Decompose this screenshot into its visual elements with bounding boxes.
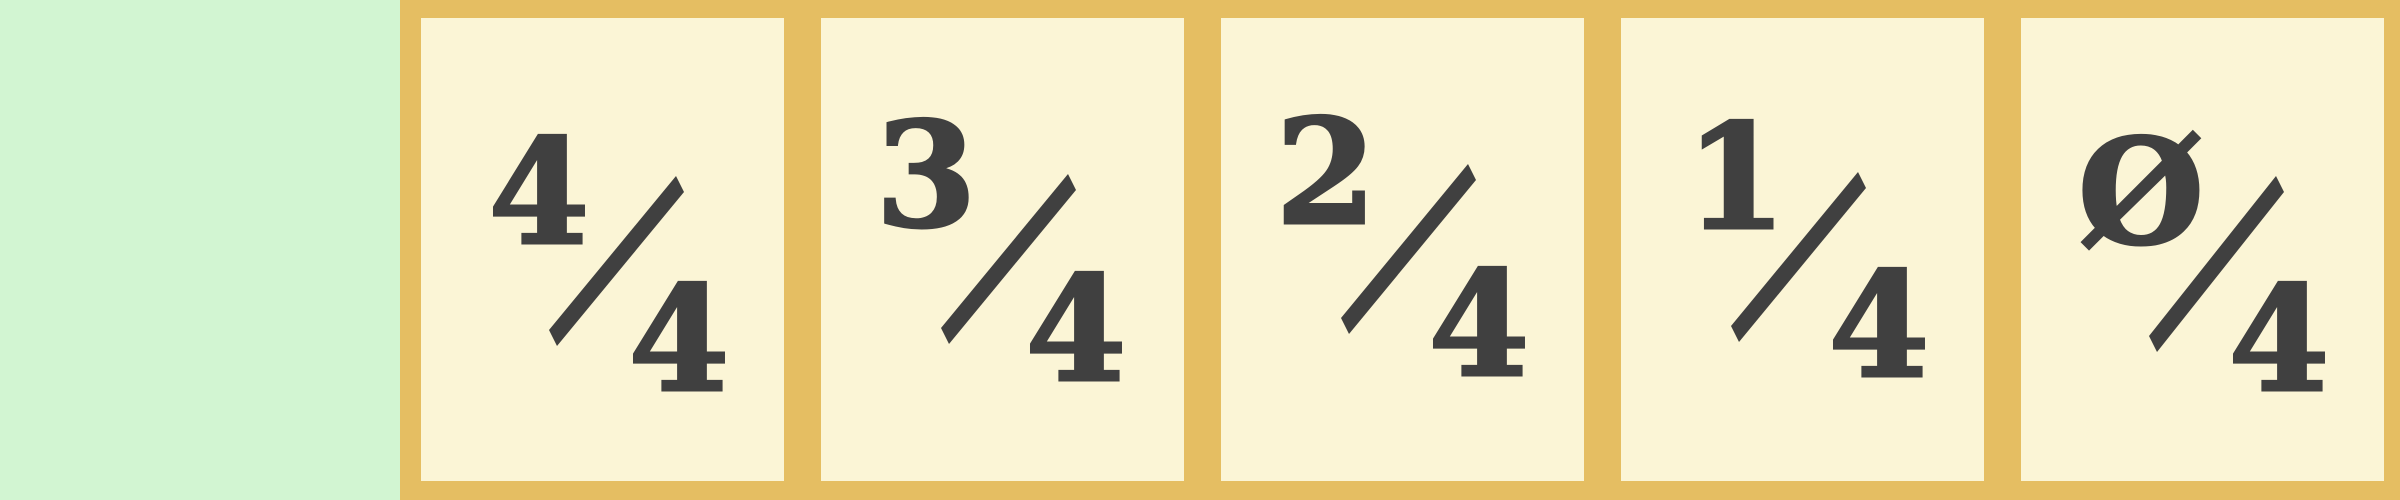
fraction-graphic: Ø 4	[2076, 107, 2331, 427]
numerator: 4	[489, 108, 590, 278]
empty-side-panel	[0, 0, 400, 500]
fraction-card-0-4[interactable]: Ø 4	[2021, 18, 2384, 481]
fraction-graphic: 2 4	[1274, 87, 1531, 412]
fraction-graphic: 1 4	[1684, 92, 1931, 413]
fraction-card-2-4[interactable]: 2 4	[1221, 18, 1584, 481]
numerator: 1	[1686, 93, 1787, 263]
fraction-slash	[2149, 176, 2284, 352]
fraction-slash	[1731, 172, 1866, 342]
numerator: 3	[876, 91, 977, 261]
fraction-slash	[1341, 164, 1476, 334]
fraction-graphic: 4 4	[487, 107, 731, 427]
fraction-card-3-4[interactable]: 3 4	[821, 18, 1184, 481]
numerator: 2	[1276, 88, 1377, 258]
fraction-graphic: 3 4	[874, 90, 1128, 417]
fraction-card-4-4[interactable]: 4 4	[421, 18, 784, 481]
fraction-slash	[941, 174, 1076, 344]
fraction-slash	[549, 176, 684, 346]
denominator: 4	[1829, 241, 1930, 411]
denominator: 4	[2229, 255, 2330, 425]
denominator: 4	[1026, 245, 1127, 415]
denominator: 4	[629, 255, 730, 425]
denominator: 4	[1429, 240, 1530, 410]
card-tray: 4 4 3 4 2 4 1 4	[400, 0, 2400, 500]
fraction-card-1-4[interactable]: 1 4	[1621, 18, 1984, 481]
numerator: Ø	[2078, 108, 2204, 278]
